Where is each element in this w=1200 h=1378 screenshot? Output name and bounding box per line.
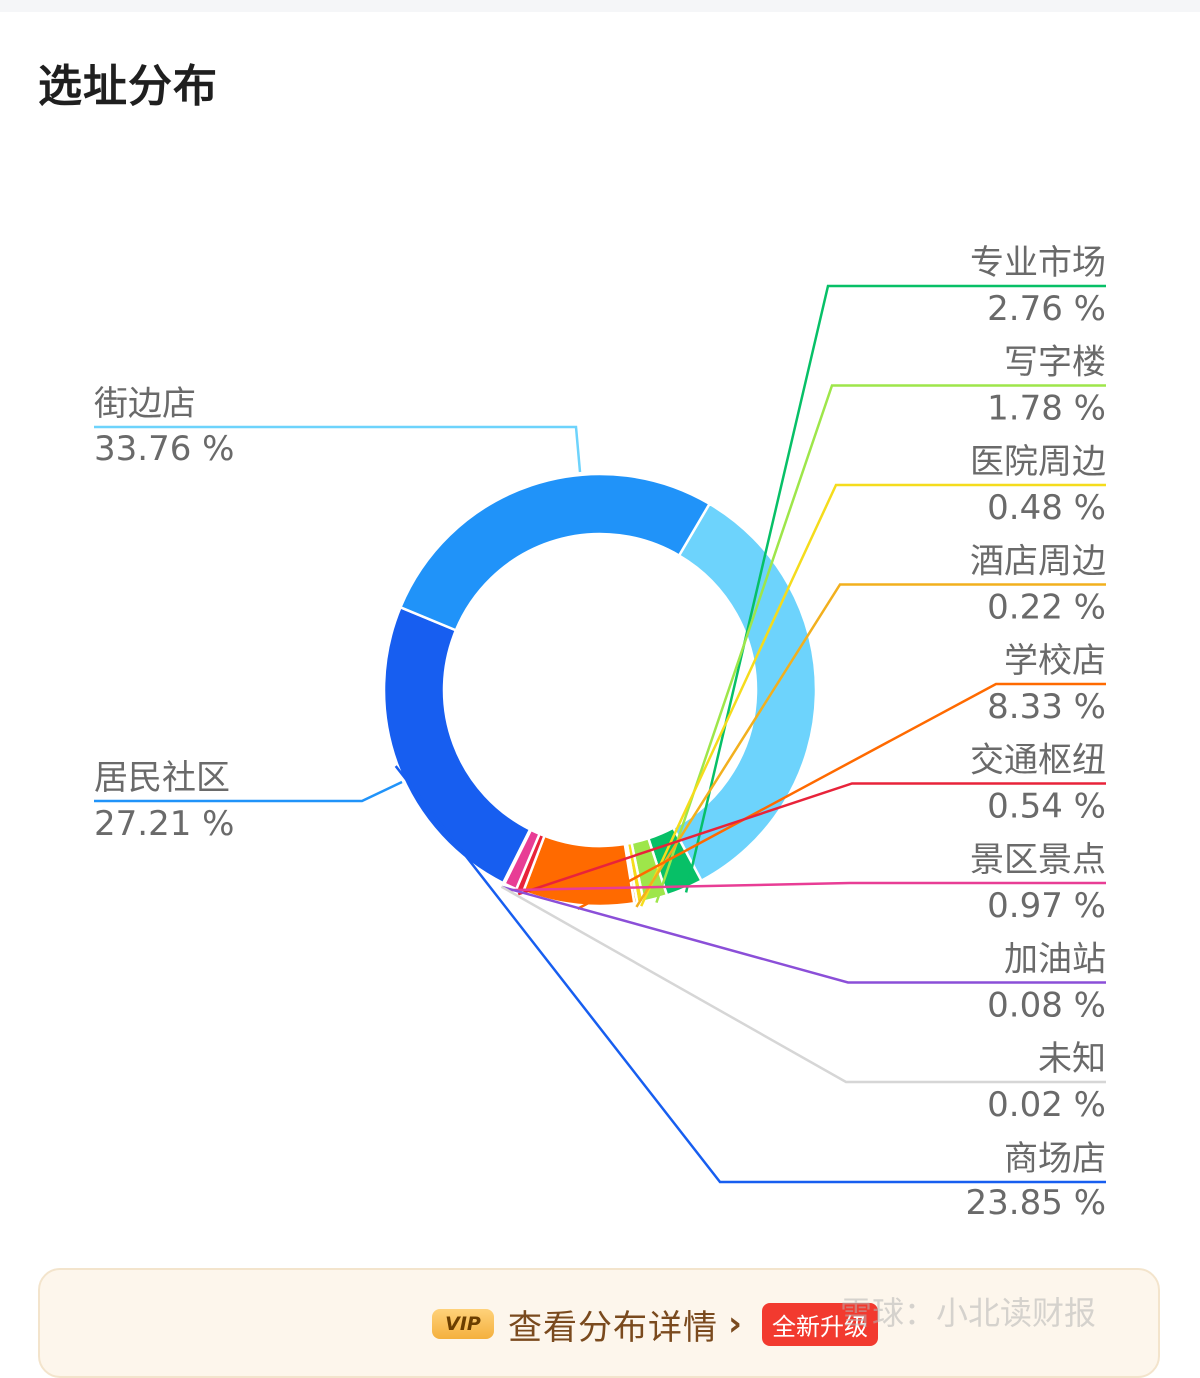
slice-label: 居民社区	[94, 758, 230, 798]
slice-label: 写字楼	[1004, 343, 1106, 383]
leader-line	[576, 682, 1106, 910]
leader-line	[394, 765, 1106, 1184]
slice-label: 专业市场	[970, 243, 1106, 283]
cta-label: 查看分布详情	[508, 1307, 718, 1348]
slice-value: 0.48 %	[987, 488, 1106, 528]
vip-badge: VIP	[432, 1309, 494, 1339]
leader-line	[517, 782, 1106, 896]
chevron-right-icon: ›	[728, 1304, 743, 1344]
location-distribution-donut-chart: 专业市场 2.76 % 写字楼 1.78 % 医院周边 0.48 % 酒店周边 0.22 % 学…	[94, 243, 1106, 1223]
slice-value: 33.76 %	[94, 429, 234, 469]
page-title: 选址分布	[38, 61, 218, 112]
slice-label: 街边店	[94, 384, 196, 424]
slice-label: 交通枢纽	[970, 741, 1106, 781]
leader-line	[94, 780, 403, 803]
slice-value: 0.02 %	[987, 1085, 1106, 1125]
leader-line	[640, 483, 1106, 907]
slice-label: 景区景点	[970, 840, 1106, 880]
leader-line	[635, 583, 1106, 908]
slice-value: 0.54 %	[987, 787, 1106, 827]
slice-label: 学校店	[1004, 641, 1106, 681]
donut-slice	[382, 605, 532, 885]
cta-content: VIP 查看分布详情 › 全新升级	[432, 1298, 879, 1350]
view-distribution-details-button[interactable]: VIP 查看分布详情 › 全新升级	[38, 1268, 1160, 1378]
slice-value: 2.76 %	[987, 289, 1106, 329]
leader-line	[501, 885, 1106, 984]
slice-label: 医院周边	[970, 442, 1106, 482]
slice-value: 8.33 %	[987, 687, 1106, 727]
slice-value: 1.78 %	[987, 389, 1106, 429]
leader-line	[508, 881, 1106, 892]
slice-label: 加油站	[1004, 940, 1106, 980]
leader-line	[655, 384, 1106, 904]
slice-value: 0.22 %	[987, 588, 1106, 628]
donut-slice	[671, 502, 818, 883]
leader-line	[500, 885, 1106, 1084]
leader-line	[684, 284, 1106, 893]
slice-value: 27.21 %	[94, 804, 234, 844]
leader-line	[94, 425, 582, 473]
slice-value: 0.97 %	[987, 886, 1106, 926]
new-upgrade-badge: 全新升级	[762, 1302, 879, 1346]
slice-label: 未知	[1038, 1039, 1106, 1079]
top-strip	[0, 0, 1200, 12]
slice-value: 23.85 %	[966, 1183, 1106, 1223]
slice-label: 商场店	[1004, 1139, 1106, 1179]
donut-slice	[398, 472, 712, 632]
slice-value: 0.08 %	[987, 986, 1106, 1026]
slice-label: 酒店周边	[970, 542, 1106, 582]
